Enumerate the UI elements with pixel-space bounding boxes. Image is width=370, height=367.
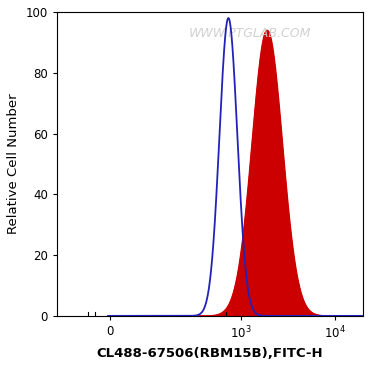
Text: WWW.PTGLAB.COM: WWW.PTGLAB.COM bbox=[189, 27, 311, 40]
Y-axis label: Relative Cell Number: Relative Cell Number bbox=[7, 94, 20, 234]
X-axis label: CL488-67506(RBM15B),FITC-H: CL488-67506(RBM15B),FITC-H bbox=[97, 347, 323, 360]
